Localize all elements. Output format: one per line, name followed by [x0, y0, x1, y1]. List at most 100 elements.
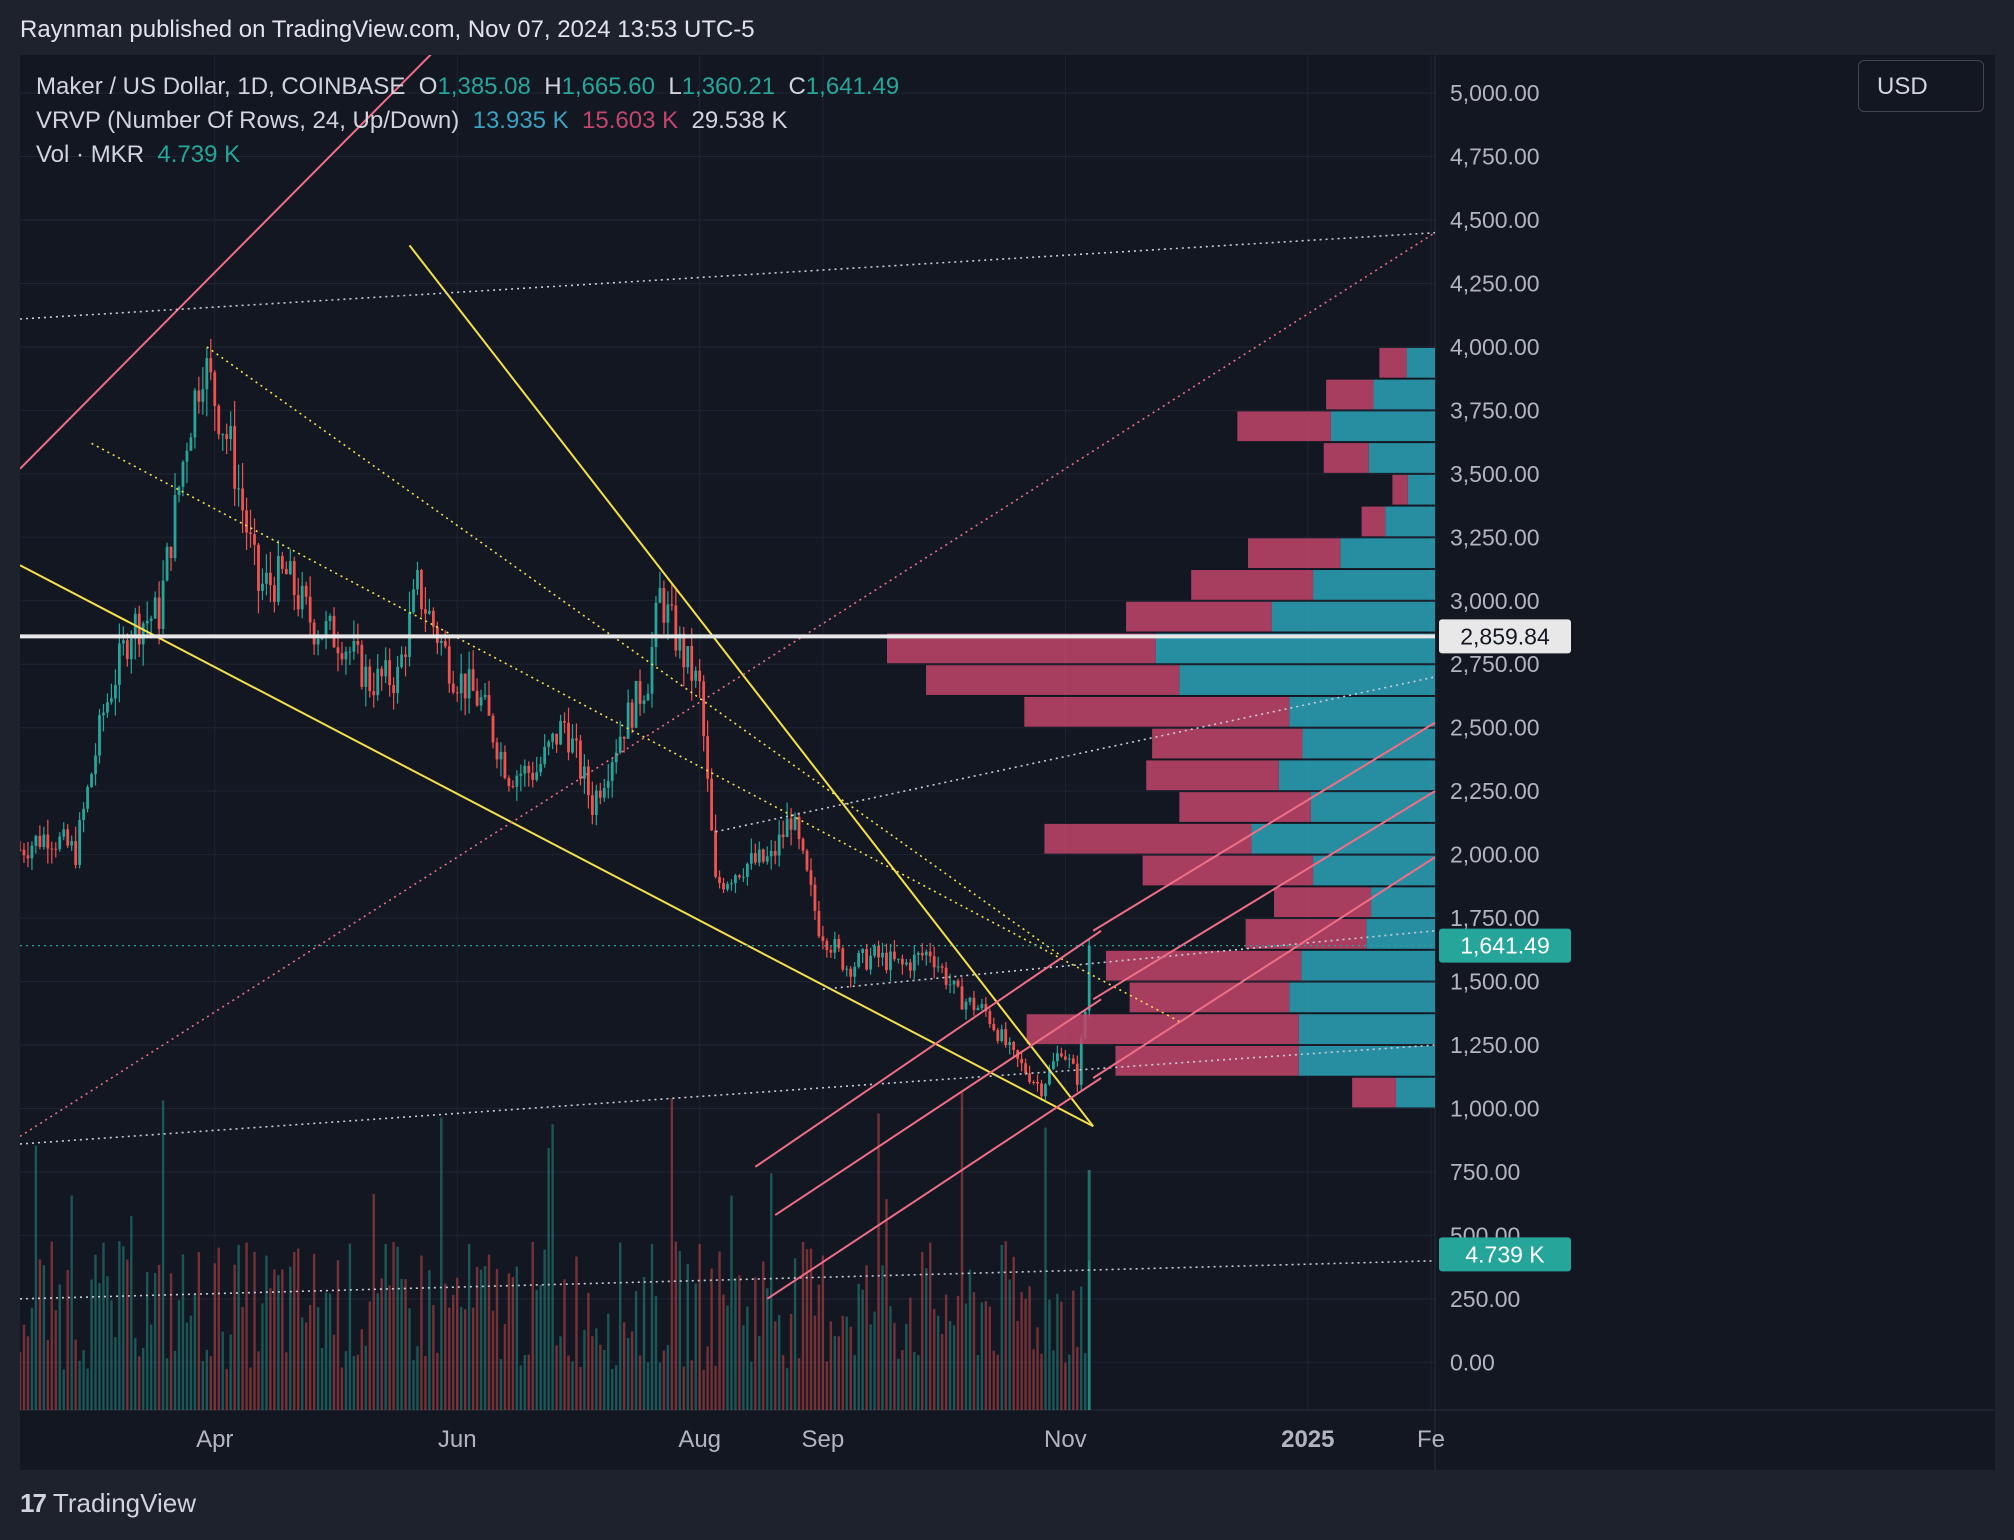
volume-bar — [114, 1337, 117, 1410]
legend-symbol-row[interactable]: Maker / US Dollar, 1D, COINBASE O1,385.0… — [36, 70, 899, 104]
candle-body — [861, 949, 865, 953]
candle-body — [336, 647, 340, 654]
candle-body — [439, 640, 443, 643]
trendline — [754, 929, 1102, 1168]
candle-body — [225, 434, 229, 440]
profile-down-bar — [1323, 443, 1369, 473]
price-chart-svg[interactable]: 5,000.00 4,750.00 4,500.00 4,250.00 4,000.00… — [20, 55, 1995, 1470]
volume-bar — [30, 1307, 34, 1410]
price-tick-label: 1,750.00 — [1450, 905, 1540, 931]
legend-vrvp-row[interactable]: VRVP (Number Of Rows, 24, Up/Down) 13.93… — [36, 104, 899, 138]
volume-bar — [138, 1356, 141, 1410]
profile-up-bar — [1395, 1077, 1435, 1108]
candle-body — [531, 772, 535, 780]
volume-bar — [177, 1300, 181, 1410]
candle-body — [912, 954, 916, 971]
volume-bar — [1064, 1362, 1067, 1410]
legend-close-label: C — [788, 73, 806, 100]
volume-bar — [368, 1301, 371, 1410]
profile-up-bar — [1302, 728, 1435, 759]
legend-volume-row[interactable]: Vol · MKR 4.739 K — [36, 138, 899, 172]
volume-bar — [575, 1256, 578, 1410]
legend-open-label: O — [418, 73, 438, 100]
candle-body — [523, 765, 527, 774]
volume-bar — [507, 1273, 511, 1410]
trendline — [206, 346, 1062, 957]
candle-body — [110, 698, 113, 703]
time-tick-label: Jun — [438, 1426, 477, 1453]
volume-bar — [225, 1369, 228, 1410]
candle-body — [817, 910, 821, 937]
volume-bar — [539, 1284, 542, 1410]
trendline — [766, 1077, 1102, 1300]
volume-bar — [364, 1345, 367, 1410]
volume-bar — [153, 1272, 157, 1410]
volume-bar — [523, 1355, 526, 1410]
candle-body — [292, 561, 296, 596]
profile-down-bar — [1152, 728, 1303, 759]
volume-bar — [408, 1308, 411, 1410]
candle-body — [1036, 1081, 1039, 1084]
volume-bar — [972, 1292, 976, 1410]
volume-bar — [571, 1361, 574, 1410]
volume-bar — [1000, 1244, 1003, 1410]
candle-body — [137, 613, 141, 645]
candle-body — [272, 585, 276, 602]
candle-body — [106, 702, 109, 713]
volume-bar — [400, 1278, 403, 1410]
candle-body — [1067, 1058, 1071, 1060]
time-axis[interactable]: Apr Jun Aug Sep Nov 2025 Fe — [196, 1426, 1445, 1453]
profile-down-bar — [1191, 570, 1314, 600]
volume-bar — [161, 1100, 165, 1410]
chart-area[interactable]: 5,000.00 4,750.00 4,500.00 4,250.00 4,000.00… — [20, 55, 1995, 1470]
candle-body — [706, 736, 710, 779]
volume-bar — [881, 1265, 884, 1410]
candle-body — [1059, 1053, 1063, 1057]
brand-name: TradingView — [52, 1488, 196, 1518]
time-tick-label: Nov — [1044, 1426, 1087, 1453]
volume-bar — [1072, 1290, 1075, 1410]
candle-body — [928, 951, 932, 957]
candle-body — [102, 712, 105, 716]
trendlines[interactable] — [20, 55, 1436, 1300]
volume-bar — [754, 1277, 757, 1410]
candle-body — [241, 488, 244, 511]
volume-bar — [50, 1241, 53, 1410]
candle-body — [547, 741, 551, 747]
price-axis[interactable]: 5,000.00 4,750.00 4,500.00 4,250.00 4,000.00… — [1450, 80, 1540, 1375]
candle-body — [249, 532, 252, 535]
candle-body — [173, 495, 177, 559]
currency-selector-button[interactable]: USD — [1858, 60, 1984, 112]
profile-up-bar — [1366, 919, 1435, 949]
profile-up-bar — [1313, 570, 1435, 600]
candle-body — [428, 610, 431, 614]
volume-bar — [487, 1254, 491, 1410]
legend-symbol[interactable]: Maker / US Dollar, 1D, COINBASE — [36, 73, 406, 100]
legend-volume-label[interactable]: Vol · MKR — [36, 141, 145, 168]
volume-bar — [281, 1269, 284, 1410]
candle-body — [78, 819, 82, 865]
price-tick-label: 2,000.00 — [1450, 842, 1540, 868]
candle-body — [185, 450, 189, 462]
volume-bar — [718, 1251, 721, 1410]
candle-body — [443, 640, 447, 647]
candle-body — [726, 883, 729, 890]
volume-bar — [1016, 1320, 1019, 1410]
candle-body — [956, 980, 960, 987]
candle-body — [813, 884, 817, 911]
price-tick-label: 4,500.00 — [1450, 207, 1540, 233]
volume-bar — [654, 1296, 658, 1410]
candle-body — [165, 546, 169, 581]
volume-bar — [46, 1339, 50, 1410]
profile-up-bar — [1340, 538, 1435, 569]
volume-bar — [873, 1311, 876, 1410]
volume-bar — [312, 1253, 316, 1410]
candle-body — [265, 572, 268, 584]
legend-vrvp-label[interactable]: VRVP (Number Of Rows, 24, Up/Down) — [36, 107, 460, 134]
candle-body — [658, 588, 662, 603]
volume-bar — [201, 1361, 205, 1410]
candle-body — [495, 742, 499, 760]
candle-body — [598, 790, 602, 798]
legend-open-value: 1,385.08 — [437, 73, 531, 100]
trendline — [91, 442, 1181, 1023]
